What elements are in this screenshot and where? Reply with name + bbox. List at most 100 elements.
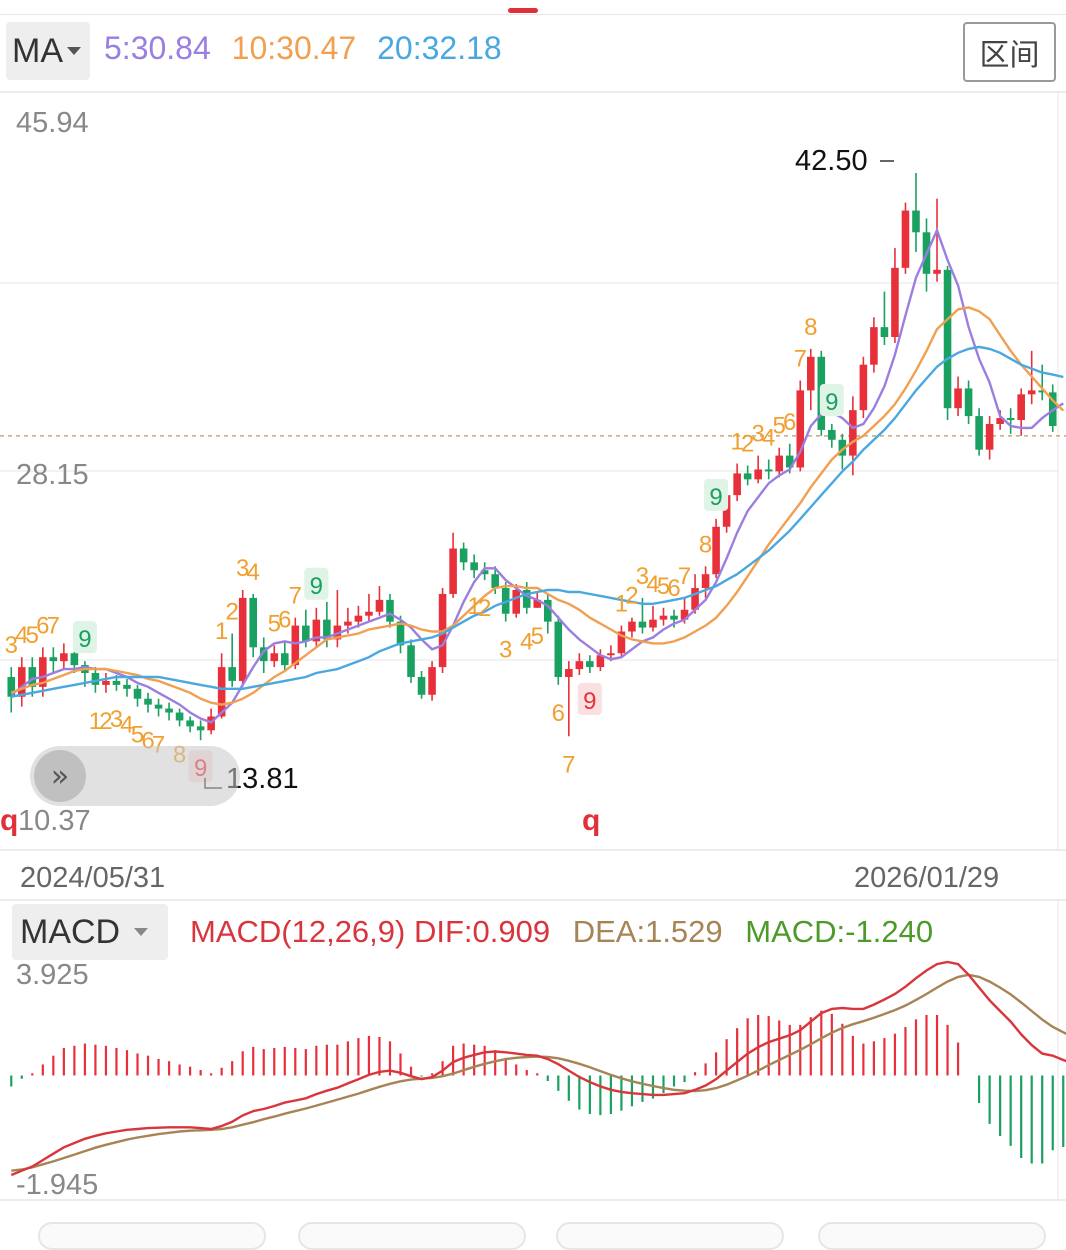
- td-count-digit: 7: [562, 751, 575, 778]
- macd-dif-value: MACD(12,26,9) DIF:0.909: [190, 914, 551, 949]
- td-count-digit: 5: [531, 623, 544, 650]
- candle-body: [1027, 390, 1036, 395]
- td-count-digit: 5: [657, 573, 670, 600]
- candle-body: [386, 599, 394, 622]
- candle-body: [123, 684, 131, 689]
- date-axis-end: 2026/01/29: [854, 862, 999, 894]
- candle-body: [70, 653, 79, 666]
- candle-body: [491, 574, 499, 589]
- candle-body: [743, 473, 752, 480]
- candle-body: [39, 657, 47, 687]
- macd-indicator-dropdown[interactable]: MACD: [12, 904, 168, 960]
- td-count-digit: 6: [278, 606, 291, 633]
- candle-body: [722, 495, 731, 527]
- candle-body: [838, 439, 847, 456]
- td-count-digit: 5: [268, 610, 281, 637]
- candle-body: [806, 356, 815, 391]
- candle-body: [943, 269, 952, 409]
- candle-body: [186, 720, 194, 727]
- td-count-digit: 1: [467, 593, 480, 620]
- candle-body: [154, 704, 163, 709]
- candle-body: [144, 698, 152, 705]
- candle-body: [901, 210, 910, 268]
- candle-body: [302, 625, 310, 642]
- bottom-tab-1[interactable]: [38, 1222, 266, 1250]
- candle-body: [617, 631, 626, 654]
- td-count-digit: 7: [289, 583, 302, 610]
- q-marker-mid: q: [582, 804, 600, 837]
- td-nine-badge: [819, 383, 844, 416]
- macd-dif-line: [10, 960, 1066, 1177]
- td-count-digit: 3: [236, 555, 249, 582]
- candle-body: [354, 615, 363, 622]
- price-axis-top: 45.94: [16, 107, 89, 139]
- candle-body: [1038, 390, 1047, 393]
- bottom-tab-4[interactable]: [818, 1222, 1046, 1250]
- macd-dea-value: DEA:1.529: [572, 914, 723, 949]
- candle-body: [375, 599, 384, 612]
- macd-indicator-label: MACD: [20, 912, 121, 951]
- ma-indicator-label: MA: [12, 31, 63, 70]
- candle-body: [701, 574, 710, 589]
- td-count-digit: 7: [47, 612, 60, 639]
- candle-body: [764, 469, 773, 472]
- td-count-digit: 6: [667, 575, 680, 602]
- candle-body: [165, 708, 173, 713]
- ma20-value: 20:32.18: [377, 30, 502, 66]
- candle-body: [459, 548, 468, 563]
- ma-indicator-dropdown[interactable]: MA: [6, 22, 90, 80]
- td-count-digit: 9: [825, 389, 838, 416]
- candle-body: [996, 418, 1004, 424]
- candle-body: [775, 455, 784, 472]
- td-count-digit: 5: [773, 413, 786, 440]
- candle-body: [891, 267, 899, 338]
- macd-values: MACD(12,26,9) DIF:0.909 DEA:1.529 MACD:-…: [190, 914, 947, 950]
- td-count-digit: 8: [699, 531, 712, 558]
- td-count-digit: 1: [89, 708, 102, 735]
- date-axis-start: 2024/05/31: [20, 862, 165, 894]
- ma20-line: [11, 345, 1064, 698]
- candle-body: [480, 570, 489, 575]
- candle-body: [733, 473, 741, 496]
- td-nine-badge: [704, 478, 729, 511]
- candle-body: [1017, 394, 1025, 421]
- candle-body: [638, 621, 647, 628]
- td-count-digit: 3: [5, 632, 18, 659]
- high-price-label: 42.50: [795, 145, 868, 177]
- scroll-to-latest-button[interactable]: »: [30, 746, 240, 806]
- td-count-digit: 6: [552, 700, 565, 727]
- bottom-tab-2[interactable]: [298, 1222, 526, 1250]
- price-axis-bottom: 10.37: [18, 805, 91, 837]
- td-count-digit: 4: [646, 571, 659, 598]
- ma5-line: [10, 227, 1064, 724]
- td-count-digit: 2: [625, 583, 638, 610]
- interval-button[interactable]: 区间: [963, 22, 1056, 82]
- candle-body: [785, 455, 794, 468]
- bottom-tab-3[interactable]: [556, 1222, 784, 1250]
- td-count-digit: 4: [120, 712, 133, 739]
- top-divider: [0, 14, 1066, 15]
- candle-body: [7, 676, 16, 697]
- candle-body: [859, 364, 868, 411]
- candle-body: [533, 599, 542, 608]
- macd-axis-bottom: -1.945: [16, 1169, 98, 1201]
- candle-body: [828, 429, 836, 440]
- candle-body: [912, 210, 920, 233]
- td-count-digit: 1: [615, 591, 628, 618]
- ma5-value: 5:30.84: [104, 30, 211, 66]
- td-count-digit: 6: [36, 612, 49, 639]
- td-count-digit: 2: [478, 595, 491, 622]
- candle-body: [712, 526, 720, 575]
- candle-body: [28, 667, 37, 687]
- candle-body: [102, 680, 110, 685]
- candle-body: [365, 611, 373, 616]
- double-chevron-right-icon: »: [34, 750, 86, 802]
- td-count-digit: 2: [99, 708, 112, 735]
- td-count-digit: 9: [709, 484, 722, 511]
- candle-body: [985, 423, 994, 450]
- candle-body: [796, 390, 805, 468]
- candle-body: [312, 619, 321, 642]
- top-drag-handle[interactable]: [508, 8, 538, 13]
- candle-body: [659, 615, 668, 620]
